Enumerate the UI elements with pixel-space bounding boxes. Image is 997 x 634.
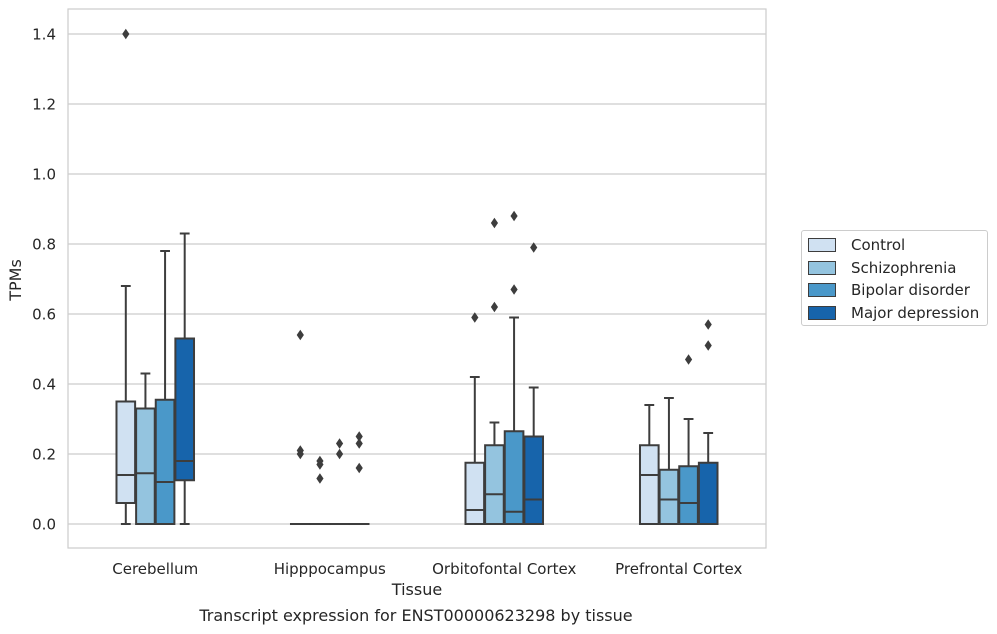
legend-swatch xyxy=(808,305,836,320)
outlier-point xyxy=(704,319,712,330)
box-cerebellum-control xyxy=(115,28,137,525)
y-tick-label: 0.6 xyxy=(32,306,56,324)
box-iqr xyxy=(523,435,545,525)
box-cerebellum-schizophrenia xyxy=(135,372,156,525)
legend-item: Schizophrenia xyxy=(808,259,956,277)
legend-swatch xyxy=(808,238,836,252)
box-hipppocampus-control xyxy=(289,329,311,526)
box-iqr xyxy=(174,337,196,482)
outlier-point xyxy=(122,28,130,40)
box-prefrontal-cortex-control xyxy=(638,404,660,525)
outlier-point xyxy=(510,284,518,295)
outlier-point xyxy=(510,210,518,222)
legend-item: Bipolar disorder xyxy=(808,281,970,299)
box-prefrontal-cortex-schizophrenia xyxy=(658,397,680,525)
box-orbitofontal-cortex-control xyxy=(464,312,486,525)
outlier-point xyxy=(296,329,304,341)
box-cerebellum-bipolar-disorder xyxy=(154,250,176,525)
outlier-point xyxy=(355,431,363,442)
y-tick-label: 0.2 xyxy=(32,446,56,464)
outlier-point xyxy=(316,459,324,470)
box-iqr xyxy=(503,430,525,525)
outlier-point xyxy=(490,217,499,229)
outlier-point xyxy=(471,312,479,323)
legend-item: Major depression xyxy=(808,304,979,322)
outlier-point xyxy=(316,473,324,484)
legend: Control Schizophrenia Bipolar disorder Majo… xyxy=(801,230,988,326)
box-iqr xyxy=(115,400,137,504)
x-tick-label: Cerebellum xyxy=(112,560,198,578)
box-hipppocampus-bipolar-disorder xyxy=(329,438,350,526)
boxes xyxy=(115,28,719,526)
y-tick-label: 1.0 xyxy=(32,166,56,184)
legend-label: Bipolar disorder xyxy=(851,281,970,299)
box-iqr xyxy=(154,398,176,525)
outlier-point xyxy=(490,301,499,313)
legend-swatch xyxy=(808,283,836,297)
box-cerebellum-major-depression xyxy=(174,232,196,525)
box-orbitofontal-cortex-schizophrenia xyxy=(484,217,505,525)
box-hipppocampus-major-depression xyxy=(348,431,370,526)
box-iqr xyxy=(638,444,660,525)
legend-label: Major depression xyxy=(851,303,980,322)
x-tick-label: Orbitofontal Cortex xyxy=(432,560,576,578)
outlier-point xyxy=(355,462,363,474)
box-prefrontal-cortex-major-depression xyxy=(697,319,719,525)
outlier-point xyxy=(355,438,363,449)
box-iqr xyxy=(464,461,486,525)
y-tick-label: 1.4 xyxy=(32,26,56,44)
y-tick-label: 0.0 xyxy=(32,516,56,534)
box-iqr xyxy=(484,444,505,525)
chart-caption: Transcript expression for ENST0000062329… xyxy=(199,606,633,625)
legend-item: Control xyxy=(808,236,905,254)
x-tick-label: Prefrontal Cortex xyxy=(615,560,742,578)
y-tick-label: 0.8 xyxy=(32,236,56,254)
box-iqr xyxy=(658,468,680,525)
outlier-point xyxy=(335,448,344,460)
tick-labels: 0.0 0.2 0.4 0.6 0.8 1.0 1.2 1.4 Cerebellum Hipppo… xyxy=(32,26,742,579)
outlier-point xyxy=(335,438,344,449)
y-axis-label: TPMs xyxy=(6,259,25,302)
legend-label: Schizophrenia xyxy=(851,258,957,277)
y-tick-label: 1.2 xyxy=(32,96,56,114)
box-hipppocampus-schizophrenia xyxy=(309,455,331,526)
plot-frame xyxy=(67,8,767,549)
x-tick-label: Hipppocampus xyxy=(274,560,386,578)
box-iqr xyxy=(135,407,156,525)
outlier-point xyxy=(296,448,304,460)
box-iqr xyxy=(678,465,699,525)
box-iqr xyxy=(697,461,719,525)
x-axis-label: Tissue xyxy=(391,580,442,599)
box-orbitofontal-cortex-bipolar-disorder xyxy=(503,210,525,525)
legend-swatch xyxy=(808,260,836,275)
outlier-point xyxy=(684,354,693,365)
outlier-point xyxy=(530,242,538,253)
y-tick-label: 0.4 xyxy=(32,376,56,394)
box-orbitofontal-cortex-major-depression xyxy=(523,242,545,525)
outlier-point xyxy=(704,340,712,351)
legend-label: Control xyxy=(851,236,906,254)
box-prefrontal-cortex-bipolar-disorder xyxy=(678,354,699,525)
